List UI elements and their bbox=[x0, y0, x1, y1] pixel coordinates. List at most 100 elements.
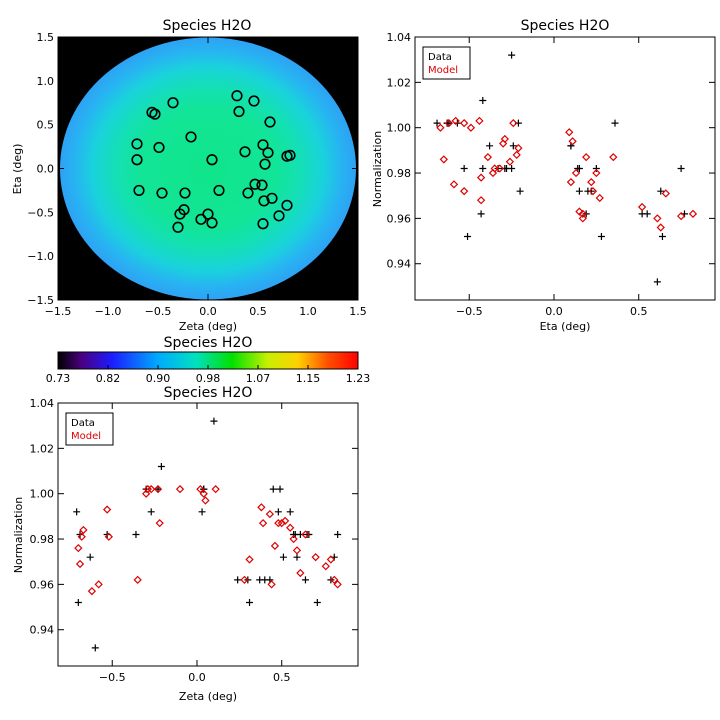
model-point bbox=[240, 575, 249, 584]
data-point bbox=[198, 508, 206, 516]
position-marker bbox=[262, 147, 274, 159]
data-point bbox=[643, 210, 651, 218]
model-point bbox=[661, 189, 670, 198]
model-point bbox=[653, 214, 662, 223]
y-tick-label: 0.96 bbox=[387, 212, 412, 225]
position-marker bbox=[256, 179, 268, 191]
eta-points bbox=[433, 51, 698, 286]
model-point bbox=[301, 530, 310, 539]
colorbar-tick-label: 1.15 bbox=[296, 372, 321, 385]
eta-x-label: Eta (deg) bbox=[540, 320, 591, 333]
x-tick-label: 0.5 bbox=[249, 305, 267, 318]
position-marker bbox=[206, 217, 218, 229]
model-point bbox=[565, 128, 574, 137]
model-point bbox=[568, 137, 577, 146]
data-point bbox=[301, 576, 309, 584]
model-point bbox=[196, 485, 205, 494]
y-tick-label: −0.5 bbox=[27, 206, 54, 219]
colorbar: Species H2O 0.73 0.82 0.90 0.98 1.07 1.15 1.23 bbox=[46, 335, 371, 385]
position-marker bbox=[167, 97, 179, 109]
position-marker bbox=[172, 221, 184, 233]
eta-y-ticks: 0.94 0.96 0.98 1.00 1.02 1.04 bbox=[387, 31, 715, 271]
model-point bbox=[592, 168, 601, 178]
data-point bbox=[592, 165, 600, 172]
data-point bbox=[157, 462, 165, 470]
model-point bbox=[133, 575, 142, 584]
position-marker bbox=[195, 213, 207, 225]
model-point bbox=[267, 580, 276, 589]
zeta-x-ticks: −0.5 0.0 0.5 bbox=[99, 403, 290, 684]
data-point bbox=[433, 119, 441, 127]
y-tick-label: −1.5 bbox=[27, 294, 54, 307]
eta-legend-model: Model bbox=[428, 65, 458, 76]
zeta-scatter-panel: Species H2O −0.5 0.0 0.5 0.94 0.96 0.98 1.00 1… bbox=[12, 385, 359, 703]
data-point bbox=[91, 644, 99, 652]
model-point bbox=[490, 164, 499, 173]
position-marker bbox=[281, 199, 293, 211]
model-point bbox=[277, 519, 286, 528]
y-tick-label: 1.0 bbox=[37, 75, 55, 88]
colorbar-ticks: 0.73 0.82 0.90 0.98 1.07 1.15 1.23 bbox=[46, 365, 370, 385]
data-point bbox=[246, 599, 254, 607]
model-point bbox=[289, 534, 298, 544]
model-point bbox=[475, 116, 484, 126]
colorbar-tick-label: 0.82 bbox=[96, 372, 121, 385]
model-point bbox=[258, 519, 268, 528]
model-point bbox=[436, 123, 445, 132]
y-tick-label: 1.04 bbox=[30, 397, 55, 410]
model-point bbox=[330, 575, 339, 584]
model-point bbox=[656, 223, 665, 232]
model-point bbox=[211, 485, 220, 494]
model-point bbox=[588, 187, 598, 196]
model-point bbox=[286, 523, 295, 532]
model-point bbox=[87, 587, 97, 596]
position-marker bbox=[273, 210, 285, 222]
x-tick-label: −0.5 bbox=[456, 305, 483, 318]
data-point bbox=[657, 187, 665, 195]
data-point bbox=[479, 165, 487, 172]
y-tick-label: 0.0 bbox=[37, 163, 55, 176]
data-point bbox=[286, 508, 294, 516]
position-marker bbox=[242, 187, 254, 199]
model-point bbox=[578, 214, 587, 223]
model-point bbox=[609, 153, 618, 162]
model-point bbox=[500, 134, 509, 144]
model-point bbox=[449, 180, 459, 189]
model-point bbox=[292, 546, 302, 555]
y-tick-label: 1.02 bbox=[387, 76, 412, 89]
position-marker bbox=[206, 154, 218, 166]
position-marker bbox=[264, 116, 276, 128]
position-marker bbox=[131, 154, 143, 166]
position-marker bbox=[185, 131, 197, 143]
data-point bbox=[276, 485, 284, 493]
data-point bbox=[503, 165, 511, 172]
eta-x-ticks: −0.5 0.0 0.5 bbox=[456, 37, 647, 318]
position-marker bbox=[239, 146, 251, 158]
x-tick-label: 0.0 bbox=[188, 671, 206, 684]
map-panel: Species H2O −1.5 −1.0 −0.5 0.0 0.5 1.0 1.5 −1.… bbox=[11, 18, 367, 333]
data-point bbox=[256, 576, 264, 584]
model-point bbox=[155, 519, 164, 528]
zeta-legend-box bbox=[65, 412, 114, 446]
y-tick-label: 0.98 bbox=[30, 533, 55, 546]
data-point bbox=[477, 210, 485, 218]
data-point bbox=[479, 96, 487, 104]
y-tick-label: 0.5 bbox=[37, 119, 55, 132]
data-point bbox=[611, 119, 619, 127]
map-y-ticks: −1.5 −1.0 −0.5 0.0 0.5 1.0 1.5 bbox=[27, 31, 358, 307]
position-marker bbox=[202, 208, 214, 220]
data-point bbox=[334, 531, 342, 538]
eta-legend-box bbox=[422, 46, 471, 80]
x-tick-label: 0.0 bbox=[199, 305, 217, 318]
position-marker bbox=[131, 138, 143, 150]
model-point bbox=[566, 177, 576, 187]
zeta-legend-model: Model bbox=[71, 431, 101, 442]
data-point bbox=[653, 278, 661, 286]
model-point bbox=[637, 202, 647, 212]
model-point bbox=[199, 489, 208, 498]
zeta-frame bbox=[57, 402, 359, 667]
model-point bbox=[483, 153, 493, 162]
y-tick-label: 1.02 bbox=[30, 442, 55, 455]
position-marker bbox=[248, 95, 260, 107]
